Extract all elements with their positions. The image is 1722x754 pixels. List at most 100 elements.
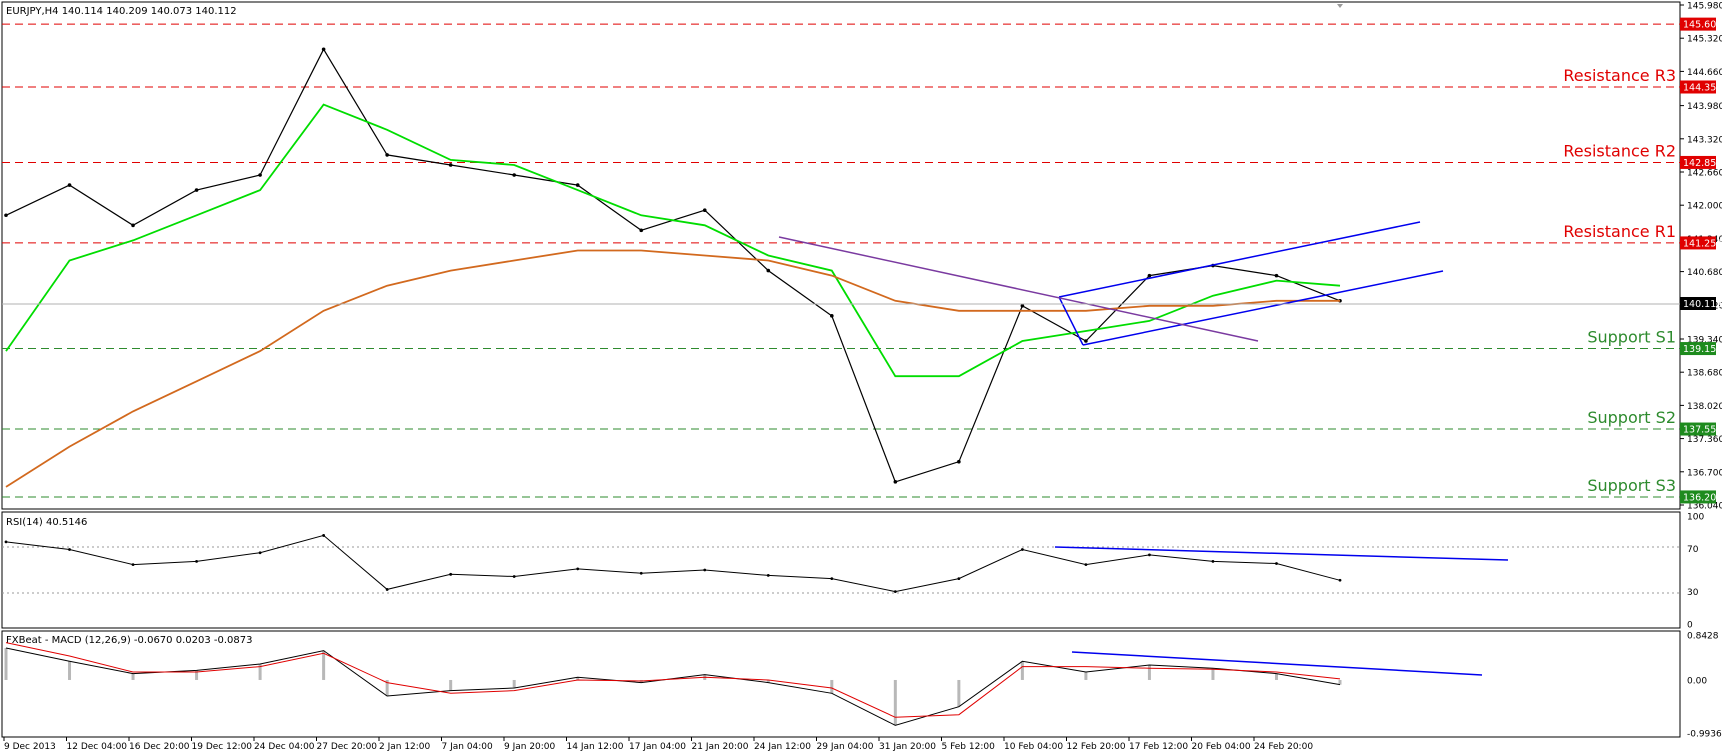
price-pane[interactable]: EURJPY,H4 140.114 140.209 140.073 140.11… — [1, 1, 1722, 512]
macd-title: FXBeat - MACD (12,26,9) -0.0670 0.0203 -… — [6, 635, 252, 646]
time-tick-label: 7 Jan 04:00 — [442, 742, 494, 752]
time-tick-label: 2 Jan 12:00 — [379, 742, 431, 752]
rsi-point — [639, 571, 643, 575]
time-tick-label: 5 Feb 12:00 — [942, 742, 996, 752]
macd-histogram-bar — [385, 679, 389, 696]
scroll-marker-icon[interactable] — [1337, 4, 1343, 8]
time-tick-label: 27 Dec 20:00 — [317, 742, 378, 752]
rsi-point — [576, 567, 580, 571]
price-tick-label: 145.320 — [1687, 35, 1722, 45]
time-tick-label: 19 Dec 12:00 — [192, 742, 253, 752]
level-tag-text: 144.350 — [1683, 82, 1722, 93]
time-tick-label: 20 Feb 04:00 — [1192, 742, 1251, 752]
current-price-tag: 140.112 — [1683, 299, 1722, 310]
price-point — [67, 183, 72, 187]
price-tick-label: 137.360 — [1687, 435, 1722, 445]
support-price-tag — [1680, 422, 1716, 436]
resistance-price-tag — [1680, 155, 1716, 169]
macd-histogram-bar — [830, 679, 834, 694]
time-tick-label: 29 Jan 04:00 — [817, 742, 874, 752]
rsi-point — [512, 575, 516, 578]
level-tag-text: 141.250 — [1683, 238, 1722, 249]
price-point — [893, 480, 898, 484]
macd-histogram-bar — [1147, 665, 1151, 680]
price-point — [131, 223, 135, 228]
macd-histogram-bar — [957, 679, 961, 707]
rsi-point — [957, 577, 961, 581]
rsi-point — [322, 534, 326, 537]
macd-divergence-line — [1071, 651, 1483, 676]
rsi-point — [195, 559, 198, 563]
macd-histogram-bar — [766, 679, 770, 683]
macd-histogram-bar — [4, 647, 8, 680]
time-tick-label: 24 Dec 04:00 — [254, 742, 315, 752]
macd-tick-label: 0.8428 — [1687, 632, 1719, 642]
price-point — [1274, 273, 1279, 278]
descending-trendline — [778, 236, 1259, 342]
rsi-point — [385, 588, 389, 591]
time-tick-label: 24 Jan 12:00 — [754, 742, 811, 752]
channel-upper-line — [1058, 221, 1421, 298]
price-point — [830, 314, 834, 318]
level-label: Resistance R1 — [1563, 222, 1676, 241]
rsi-pane[interactable]: RSI(14) 40.5146 100 70 30 0 — [1, 511, 1704, 631]
rsi-point — [449, 572, 453, 576]
price-point — [702, 208, 707, 213]
price-point — [512, 173, 516, 177]
horizontal-levels: 145.600 144.350 Resistance R3 142.850 Resist… — [2, 17, 1722, 504]
price-tick-label: 143.320 — [1687, 135, 1722, 145]
price-tick-label: 142.000 — [1687, 202, 1722, 212]
price-point — [1147, 273, 1152, 278]
price-point — [575, 183, 580, 187]
level-label: Resistance R3 — [1563, 66, 1676, 85]
ema-fast-line — [5, 103, 1341, 378]
rsi-tick-label: 30 — [1687, 588, 1699, 598]
price-point — [766, 268, 771, 273]
macd-histogram-bar — [893, 679, 897, 726]
macd-axis: 0.8428 0.00 -0.9936 — [1687, 632, 1722, 740]
resistance-price-tag — [1680, 17, 1716, 31]
rsi-point — [703, 568, 707, 572]
macd-histogram-bar — [131, 673, 135, 680]
price-point — [258, 173, 262, 177]
price-series — [4, 47, 1342, 488]
level-label: Support S1 — [1587, 328, 1676, 347]
macd-series — [5, 642, 1341, 726]
rsi-point — [1020, 548, 1024, 551]
macd-main-line — [5, 647, 1341, 726]
level-tag-text: 139.150 — [1683, 344, 1722, 355]
macd-signal-line — [5, 642, 1341, 718]
time-tick-label: 17 Jan 04:00 — [629, 742, 686, 752]
rsi-point — [1084, 563, 1088, 566]
level-label: Support S3 — [1587, 476, 1676, 495]
level-tag-text: 145.600 — [1683, 20, 1722, 31]
rsi-point — [1148, 553, 1151, 557]
level-label: Resistance R2 — [1563, 141, 1676, 160]
rsi-point — [258, 551, 262, 555]
level-label: Support S2 — [1587, 408, 1676, 427]
support-price-tag — [1680, 490, 1716, 504]
macd-histogram-bar — [1274, 673, 1278, 680]
resistance-price-tag — [1680, 236, 1716, 250]
time-tick-label: 17 Feb 12:00 — [1129, 742, 1188, 752]
price-point — [194, 188, 199, 192]
price-tick-label: 136.040 — [1687, 501, 1722, 511]
price-point — [957, 459, 961, 464]
rsi-divergence-line — [1054, 546, 1509, 561]
rsi-point — [893, 590, 897, 593]
time-tick-label: 10 Feb 04:00 — [1004, 742, 1063, 752]
price-point — [1020, 304, 1025, 308]
rsi-tick-label: 0 — [1687, 621, 1693, 631]
macd-tick-label: -0.9936 — [1687, 730, 1722, 740]
channel-lower-line — [1082, 270, 1444, 346]
channel-left-edge — [1058, 296, 1084, 346]
rsi-point — [1275, 562, 1278, 565]
level-tag-text: 137.550 — [1683, 425, 1722, 436]
price-tick-label: 138.680 — [1687, 369, 1722, 379]
time-tick-label: 21 Jan 20:00 — [692, 742, 749, 752]
price-point — [4, 213, 8, 218]
macd-pane[interactable]: FXBeat - MACD (12,26,9) -0.0670 0.0203 -… — [1, 630, 1722, 740]
macd-histogram-bar — [1084, 671, 1088, 680]
price-tick-label: 142.660 — [1687, 169, 1722, 179]
